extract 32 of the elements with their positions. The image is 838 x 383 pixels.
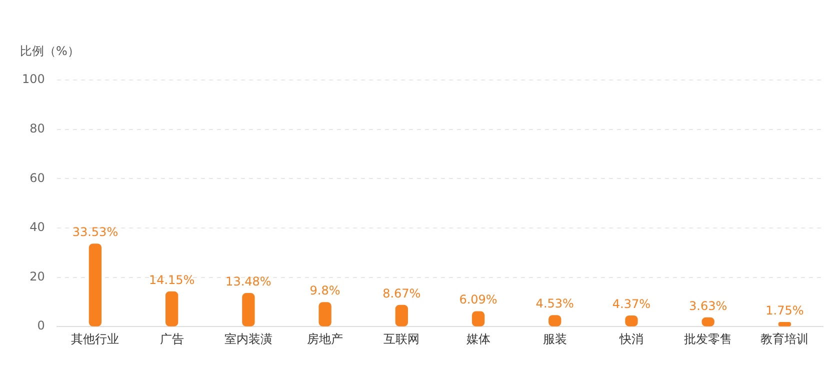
x-tick-label: 快消: [618, 332, 644, 346]
x-tick-label: 其他行业: [71, 332, 120, 346]
bar: [318, 302, 332, 326]
data-label: 1.75%: [766, 303, 804, 318]
data-label: 4.37%: [612, 296, 651, 311]
bar: [165, 291, 178, 326]
x-tick-label: 批发零售: [684, 332, 732, 346]
y-tick-label: 60: [30, 170, 45, 185]
data-label: 9.8%: [310, 284, 340, 298]
y-tick-label: 100: [22, 72, 45, 86]
y-axis-title: 比例（%）: [20, 44, 80, 58]
bar: [242, 293, 255, 326]
y-tick-label: 80: [30, 121, 45, 136]
x-tick-label: 服装: [542, 332, 567, 346]
x-tick-label: 室内装潢: [224, 332, 272, 346]
data-label: 8.67%: [382, 286, 421, 300]
data-label: 6.09%: [459, 292, 498, 307]
data-label: 4.53%: [536, 296, 574, 311]
bar: [88, 244, 102, 326]
data-label: 13.48%: [226, 274, 272, 288]
y-tick-label: 40: [30, 220, 45, 234]
x-tick-label: 房地产: [307, 332, 344, 346]
x-tick-label: 广告: [160, 332, 184, 346]
data-label: 33.53%: [72, 225, 118, 240]
y-tick-label: 20: [30, 269, 45, 284]
y-tick-label: 0: [37, 318, 45, 333]
x-tick-label: 媒体: [466, 332, 490, 346]
x-tick-label: 互联网: [384, 332, 420, 346]
x-tick-label: 教育培训: [760, 332, 809, 346]
data-label: 3.63%: [689, 298, 728, 313]
bar: [395, 304, 408, 326]
data-label: 14.15%: [148, 272, 195, 287]
